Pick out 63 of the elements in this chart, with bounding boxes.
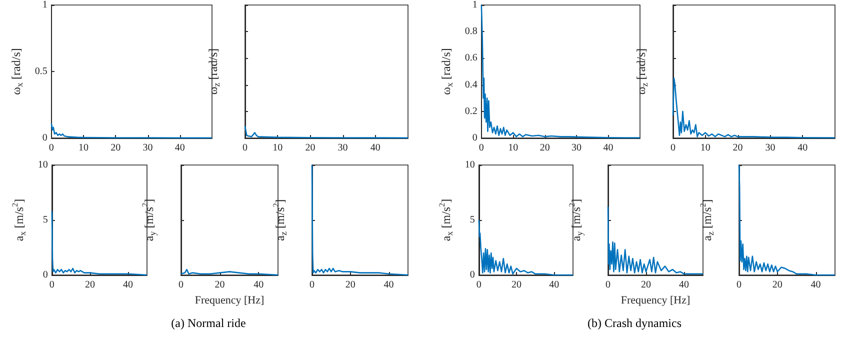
y-axis-title: ax [m/s2] bbox=[10, 198, 28, 242]
x-tick-label: 40 bbox=[384, 280, 394, 290]
x-tick-label: 40 bbox=[174, 142, 185, 154]
x-tick-label: 30 bbox=[142, 142, 153, 154]
y-tick-label: 0.8 bbox=[464, 26, 478, 38]
x-tick-label: 30 bbox=[572, 142, 582, 154]
text: (b) Crash dynamics bbox=[588, 316, 682, 330]
x-tick-label: 40 bbox=[370, 142, 380, 154]
x-tick-label: 10 bbox=[272, 142, 283, 154]
x-axis-title: Frequency [Hz] bbox=[620, 294, 690, 306]
x-tick-label: 20 bbox=[641, 280, 651, 290]
y-axis-title: ay [m/s2] bbox=[140, 198, 158, 242]
y-tick-label: 10 bbox=[464, 160, 475, 170]
y-axis-title: az [m/s2] bbox=[698, 199, 716, 241]
y-axis-title: ωz [rad/s] bbox=[206, 48, 222, 95]
y-tick-label: 1 bbox=[42, 0, 48, 10]
x-tick-label: 30 bbox=[338, 142, 348, 154]
x-tick-label: 10 bbox=[508, 142, 518, 154]
text: (a) Normal ride bbox=[171, 316, 246, 330]
y-tick-label: 0 bbox=[470, 270, 475, 280]
x-tick-label: 0 bbox=[242, 142, 248, 154]
x-tick-label: 20 bbox=[345, 280, 356, 290]
x-tick-label: 40 bbox=[679, 280, 689, 290]
x-tick-label: 0 bbox=[736, 280, 742, 290]
x-tick-label: 20 bbox=[540, 142, 550, 154]
x-tick-label: 20 bbox=[732, 142, 743, 154]
y-axis-title: ax [m/s2] bbox=[438, 198, 454, 242]
x-tick-label: 20 bbox=[772, 280, 782, 290]
y-axis-title: ωx [rad/s] bbox=[439, 48, 454, 95]
x-tick-label: 40 bbox=[798, 142, 808, 154]
x-tick-label: 40 bbox=[122, 280, 133, 290]
y-tick-label: 0.6 bbox=[464, 52, 478, 64]
y-axis-title: ωx [rad/s] bbox=[9, 48, 24, 95]
y-tick-label: 0.5 bbox=[34, 66, 48, 77]
y-axis-title: ωz [rad/s] bbox=[634, 48, 650, 95]
y-tick-label: 0.4 bbox=[464, 79, 478, 90]
y-tick-label: 0 bbox=[42, 132, 48, 144]
x-axis-title: Frequency [Hz] bbox=[194, 294, 264, 306]
y-axis-title: ay [m/s2] bbox=[568, 198, 584, 242]
x-tick-label: 40 bbox=[254, 280, 264, 290]
x-tick-label: 40 bbox=[810, 280, 821, 290]
x-tick-label: 0 bbox=[178, 280, 184, 290]
y-tick-label: 5 bbox=[470, 214, 475, 226]
y-tick-label: 0.2 bbox=[464, 106, 478, 117]
x-tick-label: 40 bbox=[603, 142, 614, 154]
x-tick-label: 20 bbox=[512, 280, 522, 290]
y-tick-label: 5 bbox=[42, 214, 48, 226]
y-tick-label: 0 bbox=[42, 270, 48, 280]
x-tick-label: 20 bbox=[110, 142, 121, 154]
x-tick-label: 10 bbox=[700, 142, 710, 154]
y-tick-label: 1 bbox=[472, 0, 478, 10]
y-tick-label: 10 bbox=[38, 160, 48, 170]
x-tick-label: 30 bbox=[765, 142, 776, 154]
y-axis-title: az [m/s2] bbox=[272, 199, 288, 241]
x-tick-label: 20 bbox=[214, 280, 225, 290]
y-tick-label: 0 bbox=[472, 132, 478, 144]
x-tick-label: 40 bbox=[549, 280, 560, 290]
x-tick-label: 20 bbox=[305, 142, 316, 154]
x-tick-label: 20 bbox=[84, 280, 95, 290]
x-tick-label: 10 bbox=[78, 142, 89, 154]
x-tick-label: 0 bbox=[606, 280, 610, 290]
x-tick-label: 0 bbox=[670, 142, 676, 154]
x-tick-label: 0 bbox=[310, 280, 314, 290]
